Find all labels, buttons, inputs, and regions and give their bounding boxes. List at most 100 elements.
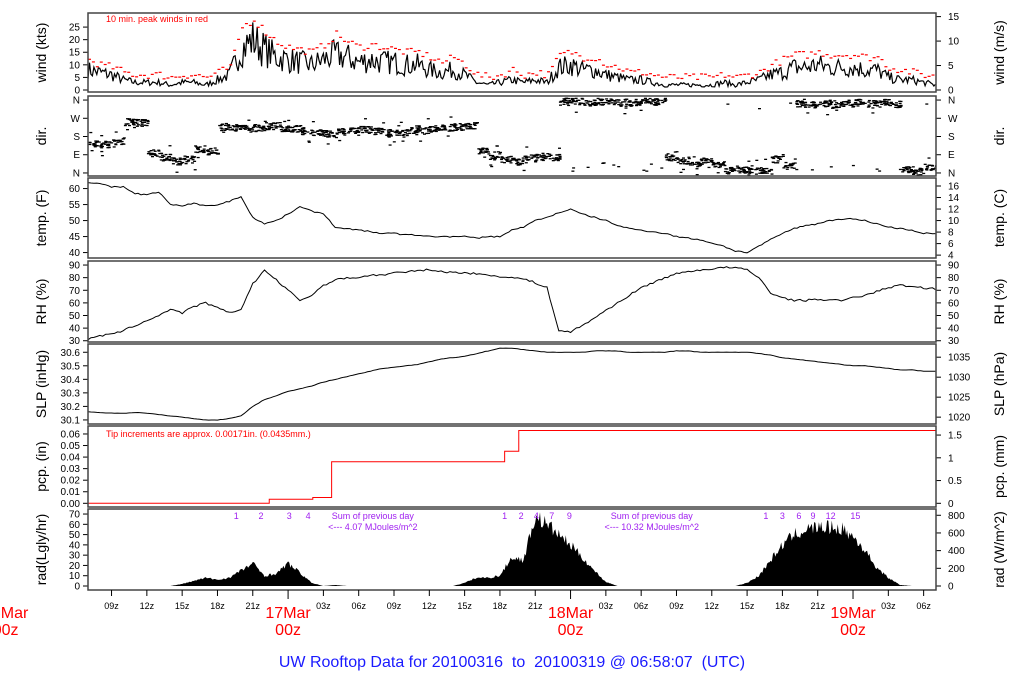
direction-point — [940, 162, 943, 163]
direction-point — [202, 148, 206, 150]
direction-point — [379, 132, 383, 135]
direction-point — [175, 171, 179, 173]
direction-point — [602, 162, 605, 164]
direction-point — [271, 122, 275, 124]
direction-point — [353, 127, 357, 130]
direction-point — [840, 101, 843, 104]
direction-point — [807, 106, 811, 108]
direction-point — [427, 130, 431, 132]
direction-point — [747, 167, 751, 169]
direction-point — [309, 133, 313, 135]
direction-point — [459, 128, 463, 130]
direction-point — [597, 103, 601, 105]
direction-point — [875, 168, 879, 170]
direction-point — [162, 155, 166, 157]
direction-point — [458, 123, 462, 125]
direction-point — [131, 120, 135, 122]
right-tick-label: W — [948, 114, 958, 125]
direction-point — [804, 101, 808, 103]
direction-point — [488, 158, 492, 160]
left-tick-label: 90 — [69, 261, 81, 272]
direction-point — [889, 101, 893, 103]
left-tick-label: 0.00 — [61, 499, 81, 510]
direction-point — [670, 154, 674, 156]
direction-point — [835, 109, 839, 111]
direction-point — [160, 152, 164, 154]
direction-point — [263, 129, 267, 132]
direction-point — [96, 140, 99, 142]
direction-point — [784, 165, 788, 167]
direction-point — [172, 157, 176, 159]
direction-point — [332, 136, 336, 138]
right-tick-label: 1.5 — [948, 431, 962, 442]
direction-point — [928, 164, 932, 166]
time-tick-label: 06z — [351, 601, 366, 611]
direction-point — [491, 155, 495, 157]
direction-point — [664, 97, 667, 100]
direction-point — [574, 97, 578, 99]
direction-point — [461, 125, 465, 127]
direction-point — [812, 104, 816, 106]
direction-point — [742, 171, 746, 173]
direction-point — [758, 168, 762, 170]
direction-point — [295, 125, 299, 127]
direction-point — [758, 108, 761, 110]
direction-point — [418, 127, 422, 129]
direction-point — [177, 163, 181, 165]
direction-point — [119, 141, 123, 143]
direction-point — [570, 102, 574, 104]
direction-point — [781, 154, 785, 156]
direction-point — [772, 157, 776, 160]
direction-point — [416, 129, 420, 131]
direction-point — [417, 125, 421, 127]
slp-frame — [87, 343, 937, 425]
right-tick-label: 80 — [948, 273, 960, 284]
direction-point — [458, 127, 462, 129]
direction-point — [556, 159, 560, 162]
direction-point — [601, 98, 605, 101]
direction-point — [597, 102, 601, 104]
direction-point — [517, 158, 521, 160]
direction-point — [554, 158, 558, 160]
direction-point — [939, 163, 942, 164]
direction-point — [377, 131, 380, 133]
direction-point — [731, 168, 734, 170]
direction-point — [727, 172, 731, 174]
direction-point — [107, 144, 110, 146]
direction-point — [533, 156, 536, 158]
direction-point — [593, 101, 597, 103]
direction-point — [168, 153, 172, 156]
direction-point — [270, 123, 273, 125]
direction-point — [219, 127, 223, 129]
direction-point — [201, 150, 205, 152]
direction-point — [712, 162, 716, 165]
direction-point — [796, 106, 800, 108]
direction-point — [189, 157, 193, 160]
direction-point — [723, 164, 727, 167]
direction-point — [323, 135, 327, 137]
direction-point — [655, 104, 659, 106]
direction-point — [121, 143, 125, 145]
direction-point — [198, 150, 202, 153]
left-tick-label: 30.5 — [61, 361, 81, 372]
direction-point — [754, 173, 758, 175]
direction-point — [700, 160, 704, 162]
direction-point — [745, 166, 749, 168]
right-axis-label: rad (W/m^2) — [991, 511, 1007, 588]
direction-point — [401, 134, 405, 136]
direction-point — [689, 162, 692, 164]
direction-point — [114, 131, 118, 133]
direction-point — [647, 100, 651, 103]
direction-point — [165, 158, 169, 160]
direction-point — [742, 170, 746, 173]
direction-point — [867, 101, 871, 103]
direction-point — [802, 98, 806, 100]
direction-point — [617, 99, 621, 101]
direction-point — [646, 102, 650, 104]
direction-point — [299, 129, 303, 131]
direction-point — [690, 164, 694, 166]
wind-plot-area — [88, 20, 936, 89]
direction-point — [680, 158, 684, 161]
rad-hour-marker: 12 — [826, 511, 836, 521]
